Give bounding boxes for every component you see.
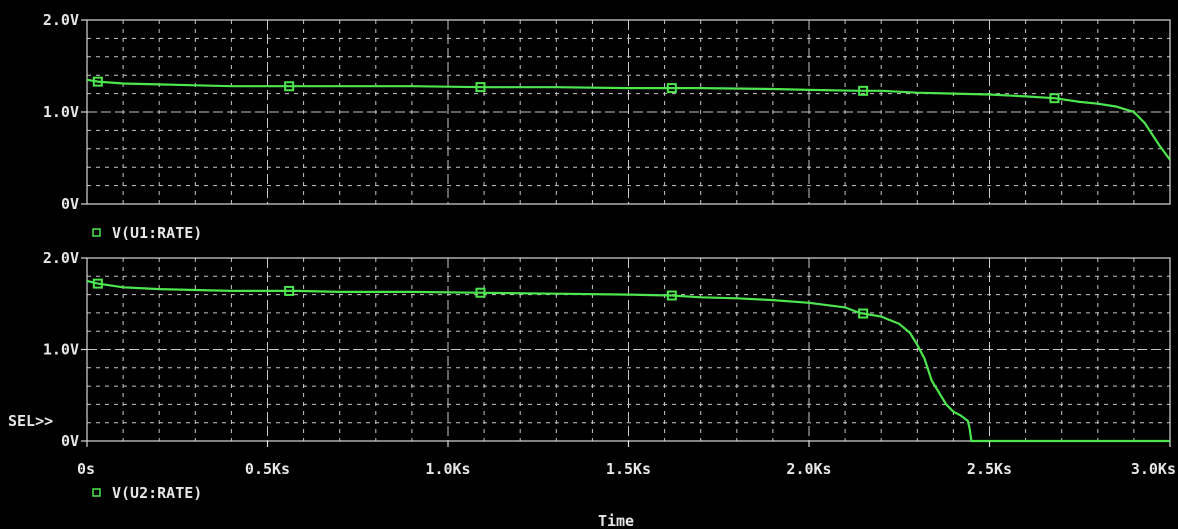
panel-2: 2.0V 1.0V 0V V(U2:RATE): [43, 249, 1171, 502]
x-tick-label: 1.5Ks: [606, 460, 651, 478]
legend-marker: [92, 228, 101, 237]
panels: 2.0V 1.0V 0V V(U1:RATE) 2.0V 1.0V 0V V(U2:RATE): [43, 11, 1171, 502]
y-tick-label: 1.0V: [43, 103, 79, 121]
series-marker: [284, 285, 295, 296]
x-tick-label: 0s: [77, 460, 95, 478]
legend-label: V(U1:RATE): [112, 224, 202, 242]
legend-2: V(U2:RATE): [92, 484, 202, 502]
series-marker: [284, 81, 295, 92]
y-tick-label: 0V: [61, 432, 79, 450]
panel-1: 2.0V 1.0V 0V V(U1:RATE): [43, 11, 1171, 242]
legend-label: V(U2:RATE): [112, 484, 202, 502]
series-marker: [666, 290, 677, 301]
y-tick-label: 0V: [61, 195, 79, 213]
x-tick-label: 2.5Ks: [967, 460, 1012, 478]
x-tick-label: 2.0Ks: [786, 460, 831, 478]
series-marker: [858, 308, 869, 319]
series-marker: [858, 85, 869, 96]
series-line-1: [86, 78, 1171, 161]
series-marker: [666, 83, 677, 94]
y-tick-label: 2.0V: [43, 249, 79, 267]
x-tick-label: 1.0Ks: [425, 460, 470, 478]
series-marker: [475, 82, 486, 93]
legend-1: V(U1:RATE): [92, 224, 202, 242]
grid: [87, 20, 1170, 204]
x-tick-label: 0.5Ks: [245, 460, 290, 478]
sel-marker: SEL>>: [8, 412, 53, 430]
series-marker: [92, 278, 103, 289]
series-marker: [92, 76, 103, 87]
x-tick-label: 3.0Ks: [1131, 460, 1176, 478]
x-axis-label: Time: [598, 512, 634, 529]
series-marker: [1049, 93, 1060, 104]
series-marker: [475, 287, 486, 298]
legend-marker: [92, 488, 101, 497]
x-axis: 0s 0.5Ks 1.0Ks 1.5Ks 2.0Ks 2.5Ks 3.0Ks: [77, 441, 1176, 478]
y-tick-label: 2.0V: [43, 11, 79, 29]
y-tick-label: 1.0V: [43, 341, 79, 359]
